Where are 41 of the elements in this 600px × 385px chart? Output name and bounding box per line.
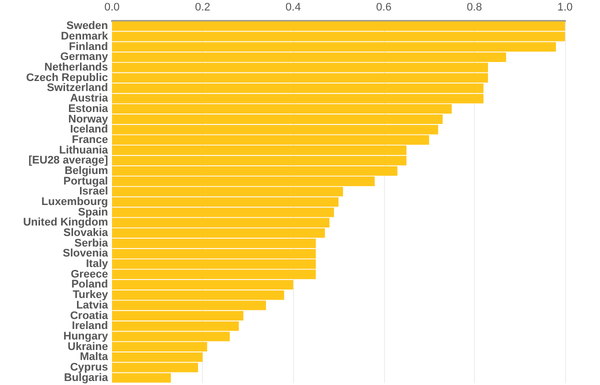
y-tick-label: Czech Republic <box>26 72 108 84</box>
y-tick-label: United Kingdom <box>23 216 108 229</box>
y-tick-label: Croatia <box>70 310 109 322</box>
y-tick-label: Switzerland <box>46 82 108 94</box>
y-tick-label: Portugal <box>63 175 108 188</box>
y-tick-label: Finland <box>68 40 108 53</box>
y-tick-label: Luxembourg <box>41 196 108 208</box>
y-tick-label: Iceland <box>70 124 108 136</box>
y-tick-label: Turkey <box>72 289 109 302</box>
y-tick-label: Ireland <box>72 320 108 332</box>
y-tick-label: France <box>72 134 108 146</box>
y-tick-label: Netherlands <box>44 62 108 74</box>
y-tick-label: Belgium <box>64 164 108 177</box>
y-tick-label: Germany <box>60 51 109 64</box>
y-tick-label: Italy <box>86 258 109 270</box>
x-tick-label: 0.8 <box>466 2 482 14</box>
y-tick-label: Slovenia <box>62 248 109 260</box>
y-tick-label: Ukraine <box>68 340 108 353</box>
y-tick-label: Austria <box>70 92 109 105</box>
y-tick-label: Greece <box>70 268 108 280</box>
y-tick-label: Latvia <box>76 299 109 312</box>
y-tick-label: Malta <box>80 351 109 364</box>
x-tick-label: 1.0 <box>557 2 573 14</box>
y-tick-label: Serbia <box>74 237 109 250</box>
y-tick-label: Estonia <box>68 102 109 115</box>
y-tick-label: Norway <box>68 113 109 126</box>
y-tick-label: Hungary <box>63 330 109 342</box>
y-tick-label: Spain <box>78 206 108 218</box>
x-tick-label: 0.6 <box>376 2 392 14</box>
x-tick-label: 0.0 <box>104 2 120 14</box>
y-tick-label: Israel <box>79 186 108 198</box>
x-tick-label: 0.2 <box>194 2 210 14</box>
y-tick-label: Lithuania <box>59 144 109 156</box>
y-tick-label: Poland <box>71 278 108 291</box>
y-tick-label: Cyprus <box>70 361 108 374</box>
y-tick-label: Sweden <box>66 20 108 32</box>
y-tick-label: [EU28 average] <box>28 154 108 167</box>
y-tick-label: Bulgaria <box>64 372 109 384</box>
y-tick-label: Denmark <box>60 30 109 43</box>
y-tick-label: Slovakia <box>63 227 109 240</box>
x-tick-label: 0.4 <box>286 2 301 14</box>
